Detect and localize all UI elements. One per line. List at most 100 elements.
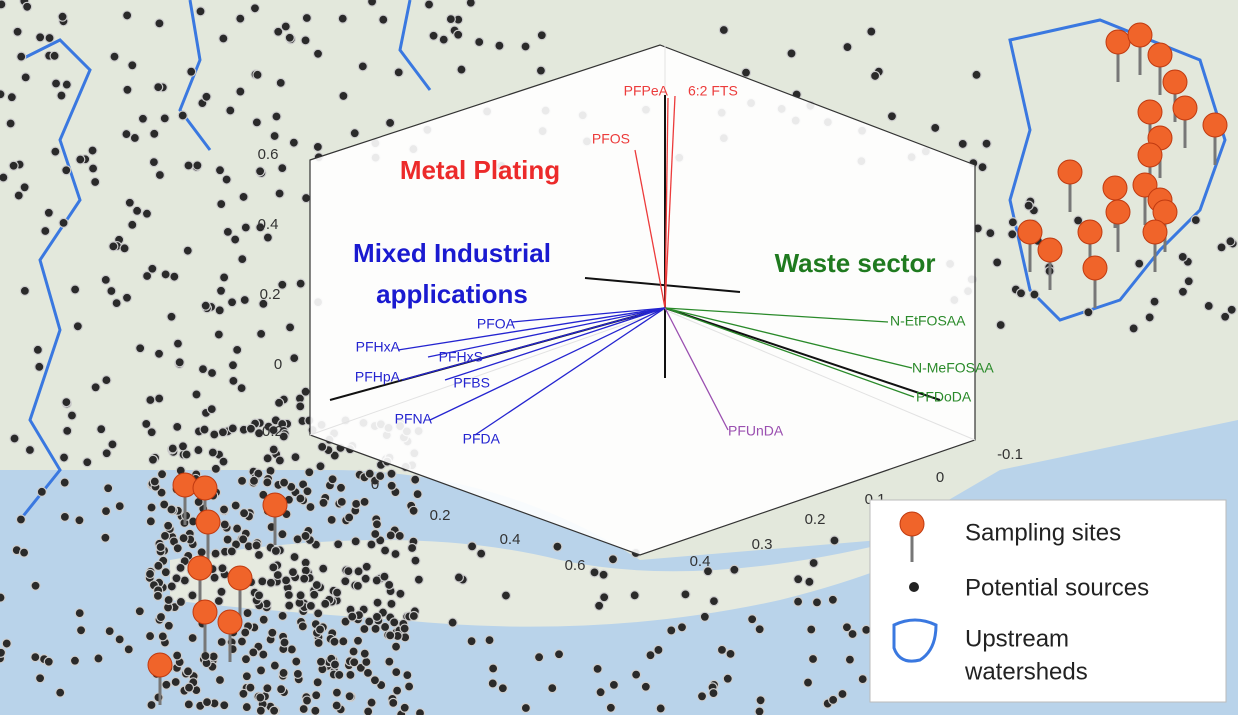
source-dot (30, 652, 41, 663)
source-dot (699, 611, 710, 622)
source-dot (352, 580, 364, 591)
source-dot (808, 557, 819, 569)
source-dot (109, 51, 120, 62)
source-dot (360, 573, 371, 584)
pin-head (1142, 219, 1168, 245)
source-dot (183, 682, 195, 693)
source-dot (295, 278, 306, 289)
source-dot (100, 505, 112, 517)
source-dot (230, 500, 241, 511)
source-dot (844, 654, 855, 665)
source-dot (1015, 288, 1027, 299)
source-dot (1149, 296, 1160, 307)
source-dot (349, 657, 360, 668)
source-dot (1073, 215, 1084, 226)
pin-head (1137, 142, 1163, 168)
source-dot (148, 157, 160, 168)
axis-line (664, 307, 941, 401)
source-dot (283, 589, 294, 601)
source-dot (49, 50, 60, 61)
source-dot (75, 625, 87, 636)
source-dot (34, 361, 45, 372)
source-dot (137, 113, 149, 124)
group-label: Waste sector (775, 248, 936, 278)
source-dot (288, 137, 299, 148)
source-dot (1225, 236, 1236, 247)
source-dot (359, 648, 370, 659)
source-dot (1177, 251, 1188, 263)
loading-label: PFUnDA (728, 423, 784, 439)
source-dot (103, 483, 114, 494)
source-dot (61, 397, 72, 408)
source-dot (716, 644, 728, 656)
source-dot (410, 474, 421, 485)
source-dot (547, 683, 558, 694)
pin-head (262, 492, 288, 518)
source-dot (251, 540, 262, 551)
source-dot (134, 606, 145, 617)
source-dot (149, 476, 160, 487)
loading-line (664, 307, 913, 369)
source-dot (142, 270, 153, 282)
group-label: Mixed Industrial (353, 238, 551, 268)
source-dot (193, 444, 204, 456)
source-dot (154, 393, 165, 404)
source-dot (369, 675, 381, 686)
loading-label: PFOA (477, 316, 516, 332)
source-dot (318, 497, 329, 508)
source-dot (371, 611, 383, 623)
source-dot (981, 138, 992, 149)
source-dot (1144, 312, 1155, 323)
watershed-line (1008, 18, 1227, 322)
source-dot (50, 78, 62, 89)
source-dot (1183, 276, 1194, 287)
source-dot (807, 653, 819, 665)
source-dot (12, 26, 23, 37)
pin-head (1105, 29, 1131, 55)
source-dot (153, 82, 164, 93)
source-dot (407, 542, 418, 554)
source-dot (255, 692, 266, 703)
source-dot (300, 530, 311, 542)
source-dot (318, 563, 329, 574)
source-dot (214, 165, 226, 176)
loading-line (401, 307, 666, 381)
tick-label: -0.1 (997, 446, 1023, 463)
source-dot (179, 575, 190, 586)
watersheds (18, 0, 1227, 521)
source-dot (370, 528, 381, 540)
source-dot (153, 560, 164, 571)
source-dot (290, 452, 301, 463)
tick-label: 0 (274, 356, 282, 373)
legend-label: Sampling sites (965, 519, 1121, 546)
source-dot (474, 36, 485, 48)
source-dot (535, 65, 547, 76)
source-dot (167, 443, 178, 454)
source-dot (156, 487, 167, 498)
watershed-line (398, 0, 432, 91)
source-dot (811, 597, 823, 608)
source-dot (72, 321, 83, 332)
tick-label: 0.6 (258, 146, 279, 163)
source-dot (291, 656, 302, 667)
source-dot (124, 197, 135, 208)
source-dot (218, 456, 229, 467)
source-dot (599, 592, 610, 603)
source-dot (107, 439, 118, 450)
legend-label: Potential sources (965, 574, 1149, 601)
loading-line (427, 307, 666, 358)
source-dot (388, 697, 399, 708)
source-dot (213, 329, 224, 340)
tick-labels: 0.60.40.20-0.200.20.40.6-0.100.10.20.30.… (257, 146, 1023, 574)
source-dot (32, 344, 43, 355)
source-dot (995, 319, 1006, 331)
pin-head (1102, 175, 1128, 201)
source-dot (428, 30, 439, 41)
source-dot (172, 650, 183, 661)
source-dot (1083, 307, 1094, 318)
source-dot (191, 389, 202, 400)
source-dot (74, 515, 85, 526)
source-dot (1023, 200, 1034, 211)
source-dot (232, 344, 243, 355)
